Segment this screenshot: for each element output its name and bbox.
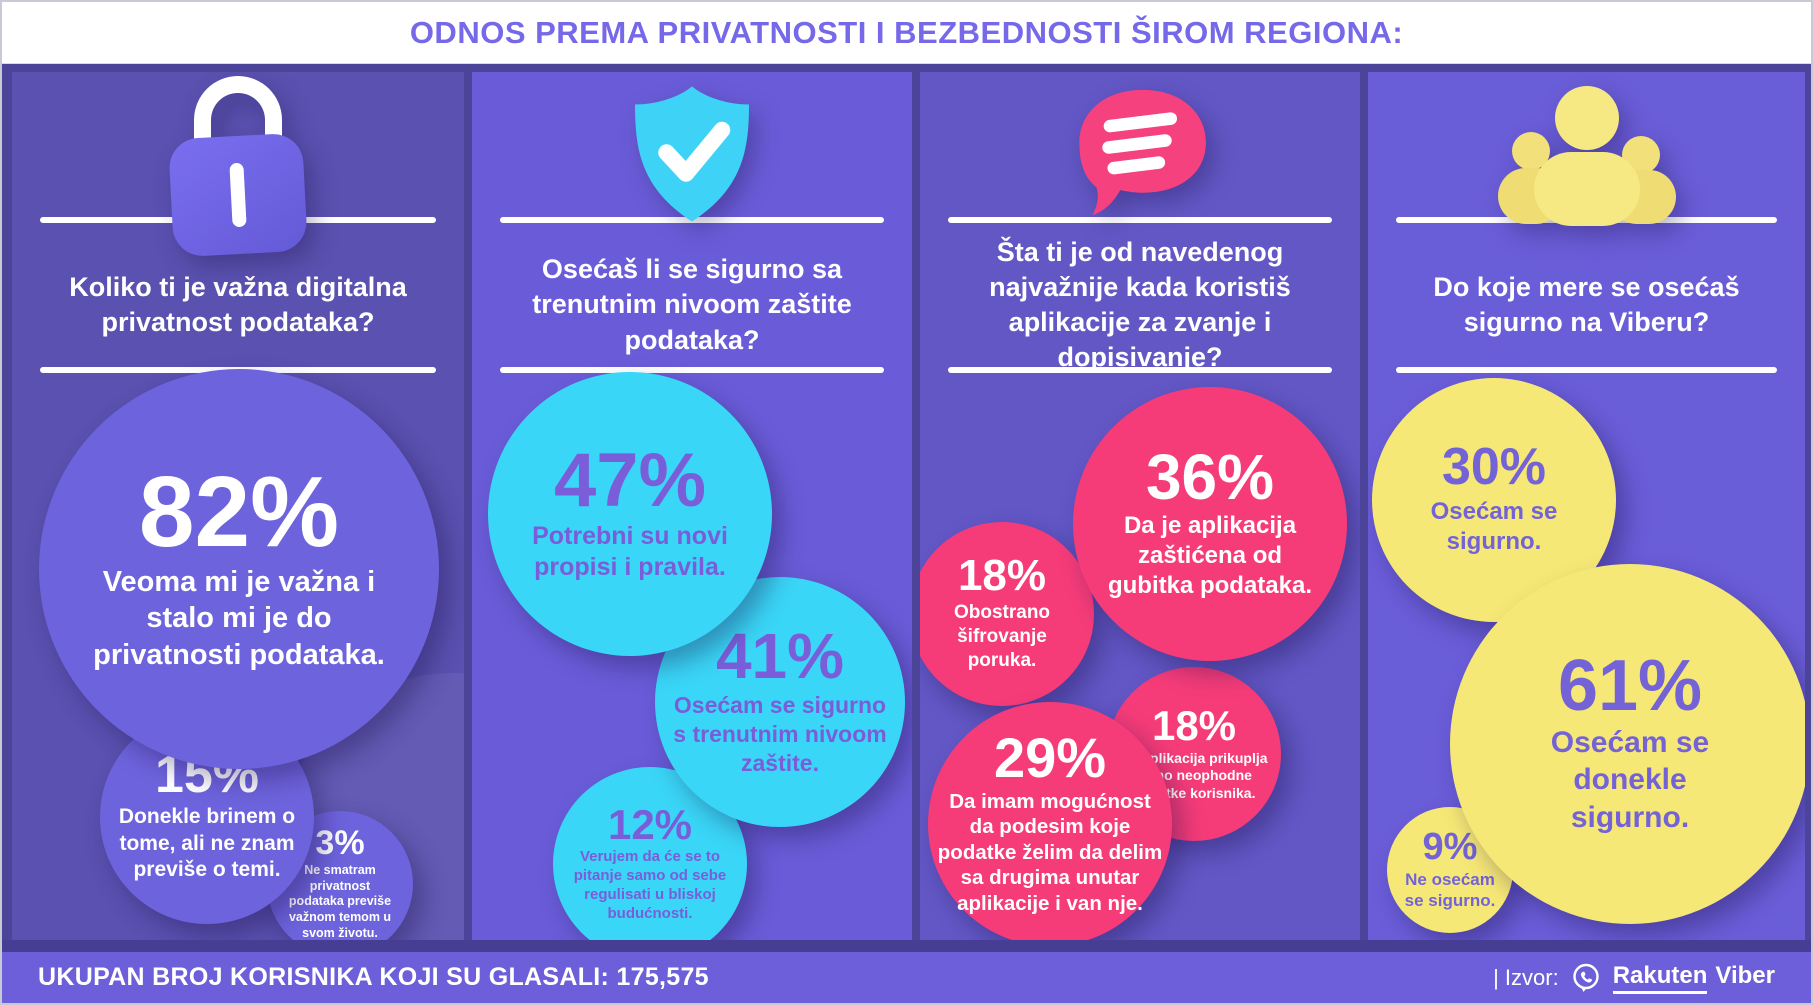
stat-bubble: 29% Da imam mogućnost da podesim koje po… <box>928 702 1172 940</box>
stat-bubble: 82% Veoma mi je važna i stalo mi je do p… <box>39 369 439 769</box>
bubble-area: 36% Da je aplikacija zaštićena od gubitk… <box>920 373 1360 940</box>
people-group-icon <box>1496 86 1678 226</box>
stat-value: 12% <box>607 800 693 848</box>
stat-bubble: 47% Potrebni su novi propisi i pravila. <box>488 372 772 656</box>
stat-caption: Donekle brinem o tome, ali ne znam previ… <box>118 805 296 881</box>
column-protection-level: Osećaš li se sigurno sa trenutnim nivoom… <box>472 72 912 940</box>
header: ODNOS PREMA PRIVATNOSTI I BEZBEDNOSTI ŠI… <box>2 2 1811 64</box>
viber-text: Viber <box>1715 961 1775 989</box>
stat-value: 3% <box>315 823 365 862</box>
column-privacy-importance: Koliko ti je važna digitalna privatnost … <box>12 72 464 940</box>
chat-bubble-icon <box>1060 82 1220 232</box>
stat-caption: Ne smatram privatnost podataka previše v… <box>288 863 392 940</box>
bubble-area: 82% Veoma mi je važna i stalo mi je do p… <box>12 369 464 940</box>
divider-rule <box>948 367 1332 373</box>
padlock-icon <box>163 76 313 258</box>
stat-bubble: 15% Donekle brinem o tome, ali ne znam p… <box>100 710 314 924</box>
question-title: Osećaš li se sigurno sa trenutnim nivoom… <box>532 254 852 355</box>
stat-caption: Veoma mi je važna i stalo mi je do priva… <box>93 566 385 671</box>
divider-rule <box>948 217 1332 223</box>
shield-check-icon <box>617 78 767 235</box>
stat-value: 82% <box>138 456 340 569</box>
rakuten-text: Rakuten <box>1612 962 1708 994</box>
stat-caption: Ne osećam se sigurno. <box>1404 869 1496 911</box>
rakuten-viber-wordmark: Rakuten Viber <box>1612 961 1775 994</box>
infographic-title: ODNOS PREMA PRIVATNOSTI I BEZBEDNOSTI ŠI… <box>409 14 1404 50</box>
icon-row <box>472 72 912 237</box>
icon-row <box>1368 72 1805 237</box>
total-votes-value: 175,575 <box>616 963 709 991</box>
stat-value: 61% <box>1557 645 1703 726</box>
stat-value: 18% <box>957 551 1047 601</box>
stat-bubble: 61% Osećam se donekle sigurno. <box>1450 564 1805 924</box>
stat-caption: Osećam se sigurno s trenutnim nivoom zaš… <box>673 692 887 776</box>
source-label: | Izvor: <box>1493 964 1559 990</box>
stat-value: 9% <box>1422 825 1478 868</box>
stat-caption: Osećam se sigurno. <box>1430 497 1558 555</box>
icon-row <box>920 72 1360 237</box>
stat-value: 36% <box>1145 440 1275 513</box>
stat-value: 41% <box>715 620 845 693</box>
stat-value: 29% <box>993 726 1107 790</box>
source-attribution: | Izvor: Rakuten Viber <box>1493 961 1775 995</box>
stat-caption: Da je aplikacija zaštićena od gubitka po… <box>1107 512 1313 600</box>
stat-caption: Potrebni su novi propisi i pravila. <box>532 521 728 582</box>
stat-value: 30% <box>1441 438 1547 497</box>
footer-divider-strip <box>2 940 1811 952</box>
stat-bubble: 36% Da je aplikacija zaštićena od gubitk… <box>1073 387 1347 661</box>
column-app-priorities: Šta ti je od navedenog najvažnije kada k… <box>920 72 1360 940</box>
stat-bubble: 18% Obostrano šifrovanje poruka. <box>920 522 1094 706</box>
divider-rule <box>500 367 884 373</box>
question-title: Koliko ti je važna digitalna privatnost … <box>69 271 407 337</box>
stat-caption: Da imam mogućnost da podesim koje podatk… <box>937 789 1163 916</box>
total-votes-label: UKUPAN BROJ KORISNIKA KOJI SU GLASALI: <box>38 963 610 991</box>
stat-caption: Obostrano šifrovanje poruka. <box>953 602 1051 671</box>
divider-rule <box>1396 367 1777 373</box>
icon-row <box>12 72 464 258</box>
stat-caption: Verujem da će se to pitanje samo od sebe… <box>573 848 727 922</box>
bubble-area: 30% Osećam se sigurno. 61% Osećam se don… <box>1368 373 1805 940</box>
question-title: Do koje mere se osećaš sigurno na Viberu… <box>1433 271 1740 337</box>
stat-bubble: 41% Osećam se sigurno s trenutnim nivoom… <box>655 577 905 827</box>
column-viber-safety: Do koje mere se osećaš sigurno na Viberu… <box>1368 72 1805 940</box>
question-title: Šta ti je od navedenog najvažnije kada k… <box>989 236 1291 373</box>
stat-value: 18% <box>1151 701 1237 749</box>
viber-logo-icon <box>1573 963 1599 992</box>
stat-caption: Osećam se donekle sigurno. <box>1550 725 1710 834</box>
total-votes: UKUPAN BROJ KORISNIKA KOJI SU GLASALI: 1… <box>38 963 709 992</box>
footer: UKUPAN BROJ KORISNIKA KOJI SU GLASALI: 1… <box>2 952 1811 1003</box>
stat-bubble: 18% Da aplikacija prikuplja samo neophod… <box>1107 667 1281 841</box>
stat-value: 47% <box>553 437 707 523</box>
columns-container: Koliko ti je važna digitalna privatnost … <box>2 64 1811 940</box>
bubble-area: 47% Potrebni su novi propisi i pravila. … <box>472 372 912 940</box>
